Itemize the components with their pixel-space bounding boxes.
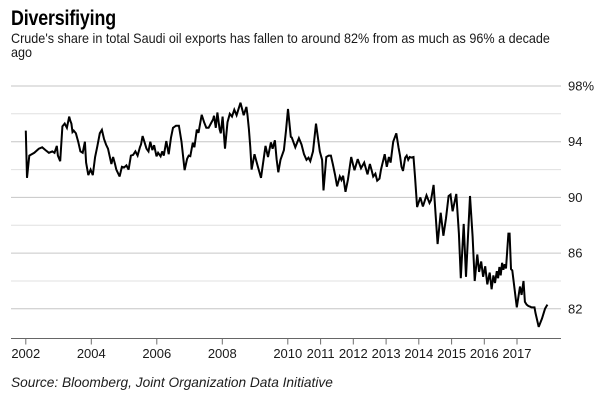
- svg-text:2010: 2010: [273, 346, 302, 361]
- svg-text:86: 86: [568, 246, 582, 261]
- svg-text:94: 94: [568, 134, 582, 149]
- svg-text:2008: 2008: [208, 346, 237, 361]
- svg-text:98%: 98%: [568, 79, 594, 94]
- svg-text:2004: 2004: [77, 346, 106, 361]
- svg-text:2017: 2017: [503, 346, 532, 361]
- svg-text:2012: 2012: [339, 346, 368, 361]
- svg-text:2002: 2002: [11, 346, 40, 361]
- svg-text:2011: 2011: [307, 346, 335, 361]
- svg-text:82: 82: [568, 301, 582, 316]
- svg-text:2013: 2013: [372, 346, 401, 361]
- svg-text:2015: 2015: [437, 346, 466, 361]
- svg-text:2016: 2016: [470, 346, 499, 361]
- svg-text:90: 90: [568, 190, 582, 205]
- svg-text:2006: 2006: [142, 346, 171, 361]
- svg-text:2014: 2014: [404, 346, 433, 361]
